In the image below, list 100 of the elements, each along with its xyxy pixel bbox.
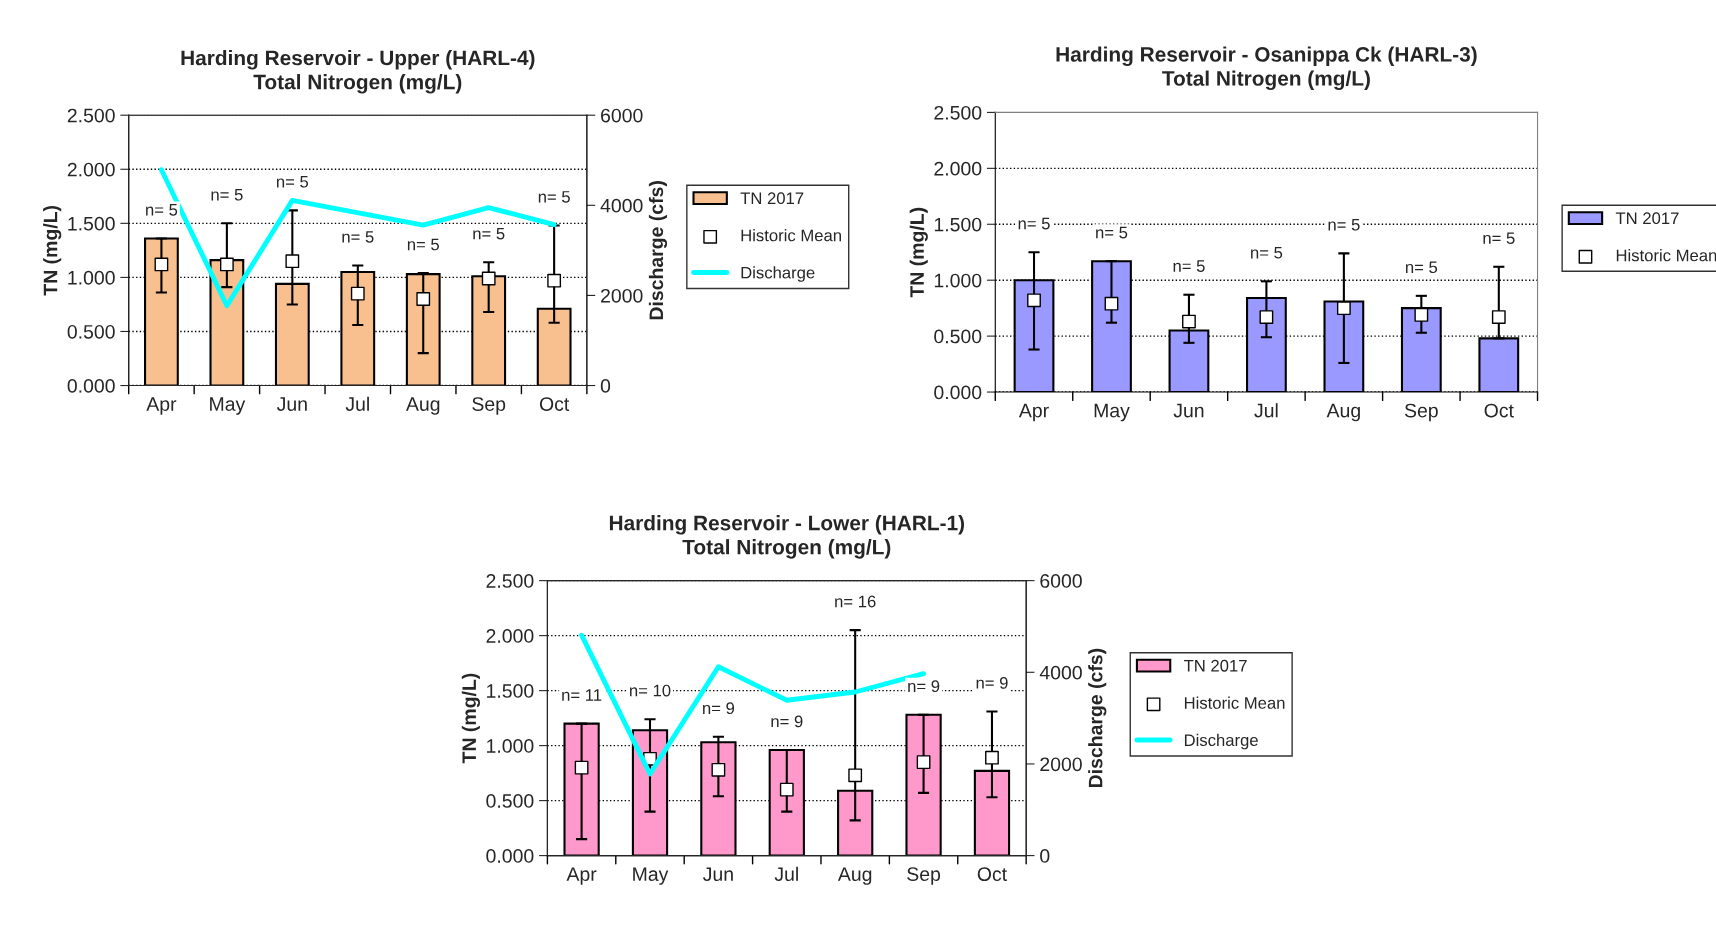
y-tick-label: 0.500 [486, 794, 534, 808]
point [1104, 296, 1119, 311]
point [219, 257, 234, 272]
annotation: n= 9 [976, 676, 1008, 689]
x-tick-label: Jul [345, 396, 369, 411]
legend-label: Historic Mean [1184, 696, 1285, 709]
point [547, 273, 562, 288]
annotation: n= 9 [771, 715, 803, 728]
x-tick-label: Apr [146, 397, 177, 415]
x-tick-label: Aug [1326, 403, 1360, 422]
y-tick-label: 1.500 [68, 216, 115, 231]
point [1336, 301, 1351, 316]
point [1414, 307, 1429, 322]
legend-label: Historic Mean [741, 229, 841, 242]
x-tick-label: Jun [703, 867, 733, 881]
y-tick-label: 2.500 [934, 105, 982, 120]
legend-label: Discharge [1184, 733, 1258, 750]
x-tick-label: Jul [1254, 403, 1278, 418]
legend-label: TN 2017 [740, 192, 804, 205]
y2-tick-label: 2000 [1040, 757, 1082, 772]
x-tick-label: Jun [276, 397, 307, 411]
annotation: n= 5 [1251, 246, 1283, 259]
chart-subtitle: Total Nitrogen (mg/L) [253, 74, 462, 94]
y2-tick-label: 0 [600, 379, 611, 393]
y-tick-label: 1.000 [68, 270, 115, 285]
x-tick-label: Aug [837, 867, 872, 885]
point [481, 271, 496, 286]
x-tick-label: Oct [539, 397, 570, 411]
x-tick-label: Sep [472, 397, 506, 415]
y2-tick-label: 6000 [1040, 574, 1082, 588]
y-tick-label: 0.000 [67, 379, 115, 393]
y-axis-title: TN (mg/L) [43, 205, 62, 296]
annotation: n= 5 [473, 227, 505, 240]
y2-tick-label: 4000 [1039, 665, 1082, 680]
point [1259, 310, 1274, 325]
annotation: n= 11 [562, 689, 602, 701]
point [848, 768, 863, 783]
point [416, 292, 431, 306]
x-tick-label: Apr [566, 867, 597, 885]
x-tick-label: Apr [1018, 403, 1049, 422]
x-tick-label: May [633, 867, 669, 885]
x-tick-label: Aug [405, 397, 440, 415]
point [1182, 314, 1196, 329]
x-tick-label: Oct [1484, 403, 1514, 418]
annotation: n= 5 [407, 238, 439, 251]
y-tick-label: 2.000 [67, 162, 115, 177]
chart-title: Harding Reservoir - Upper (HARL-4) [181, 50, 535, 70]
point [1491, 310, 1506, 325]
x-tick-label: Sep [1404, 403, 1438, 422]
y2-tick-label: 6000 [601, 108, 643, 123]
y2-axis-title: Discharge (cfs) [1088, 648, 1107, 788]
point [711, 762, 726, 777]
y2-tick-label: 0 [1040, 849, 1050, 863]
chart-title: Harding Reservoir - Lower (HARL-1) [609, 515, 965, 535]
point [350, 286, 365, 301]
y2-tick-label: 4000 [600, 198, 643, 213]
y-tick-label: 2.000 [934, 161, 982, 176]
y2-tick-label: 2000 [601, 288, 643, 303]
y-axis-title: TN (mg/L) [909, 207, 928, 298]
point [285, 254, 300, 269]
y-tick-label: 1.000 [934, 273, 982, 288]
y-axis-title: TN (mg/L) [461, 673, 480, 764]
annotation: n= 5 [1018, 217, 1050, 230]
y-tick-label: 2.000 [486, 629, 534, 643]
y2-axis-title: Discharge (cfs) [648, 181, 668, 320]
annotation: n= 16 [835, 595, 876, 608]
annotation: n= 9 [908, 680, 940, 693]
x-tick-label: Oct [977, 867, 1007, 881]
y-tick-label: 0.000 [486, 849, 534, 863]
annotation: n= 5 [1096, 226, 1128, 239]
point [1027, 293, 1041, 308]
point [779, 782, 794, 797]
legend-label: Discharge [741, 266, 815, 282]
legend-label: TN 2017 [1615, 212, 1679, 225]
annotation: n= 5 [1483, 232, 1515, 245]
x-tick-label: Sep [907, 867, 941, 885]
y-tick-label: 0.500 [934, 329, 982, 344]
chart-title: Harding Reservoir - Osanippa Ck (HARL-3) [1056, 46, 1477, 66]
y-tick-label: 1.000 [487, 739, 534, 753]
chart-subtitle: Total Nitrogen (mg/L) [1162, 70, 1370, 91]
line-series [579, 632, 927, 777]
x-tick-label: May [210, 397, 246, 415]
legend-label: Historic Mean [1616, 249, 1716, 262]
annotation: n= 5 [1173, 260, 1205, 272]
x-tick-label: May [1094, 403, 1130, 422]
point [985, 750, 999, 765]
annotation: n= 9 [703, 702, 735, 715]
y-tick-label: 0.000 [934, 385, 982, 400]
y-tick-label: 2.500 [67, 108, 115, 123]
legend-label: TN 2017 [1183, 659, 1247, 672]
annotation: n= 5 [146, 204, 178, 216]
x-tick-label: Jul [774, 866, 798, 881]
annotation: n= 5 [1328, 218, 1360, 231]
annotation: n= 5 [276, 175, 309, 188]
y-tick-label: 1.500 [487, 684, 534, 698]
y-tick-label: 0.500 [67, 324, 115, 339]
annotation: n= 5 [211, 188, 243, 201]
y-tick-label: 1.500 [934, 217, 982, 232]
point [916, 755, 931, 770]
point [574, 760, 589, 775]
